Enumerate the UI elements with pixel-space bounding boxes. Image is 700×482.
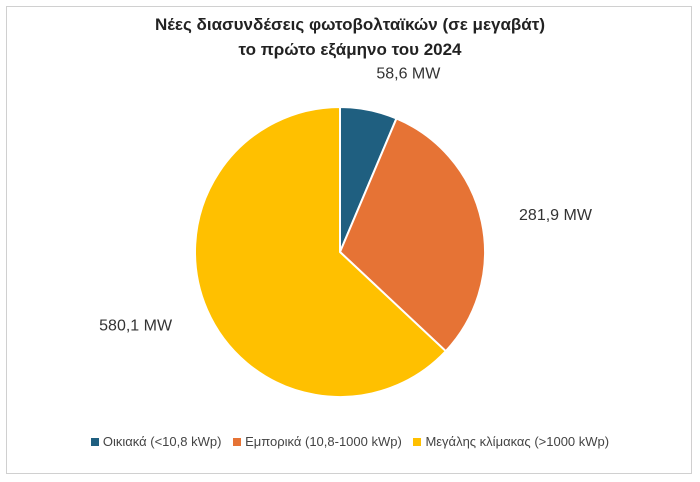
legend-label-large-scale: Μεγάλης κλίμακας (>1000 kWp) [425,434,610,449]
legend-swatch-commercial [233,438,242,446]
chart-title-line-1: Νέες διασυνδέσεις φωτοβολταϊκών (σε μεγα… [154,15,546,34]
legend-label-commercial: Εμπορικά (10,8-1000 kWp) [245,434,402,449]
legend-swatch-large-scale [413,438,422,446]
legend: Οικιακά (<10,8 kWp) Εμπορικά (10,8-1000 … [0,434,700,449]
pie-slice-commercial [338,117,486,353]
legend-label-residential: Οικιακά (<10,8 kWp) [102,434,222,449]
data-label-commercial: 281,9 MW [519,207,593,224]
legend-item-large-scale: Μεγάλης κλίμακας (>1000 kWp) [413,434,609,449]
data-label-residential: 58,6 MW [376,66,441,83]
chart-title: Νέες διασυνδέσεις φωτοβολταϊκών (σε μεγα… [0,12,700,62]
data-label-large-scale: 580,1 MW [99,318,173,335]
legend-swatch-residential [90,438,99,446]
pie-slice-large-scale [194,105,448,398]
legend-item-commercial: Εμπορικά (10,8-1000 kWp) [233,434,402,449]
chart-title-line-2: το πρώτο εξάμηνο του 2024 [238,40,462,59]
legend-item-residential: Οικιακά (<10,8 kWp) [90,434,222,449]
